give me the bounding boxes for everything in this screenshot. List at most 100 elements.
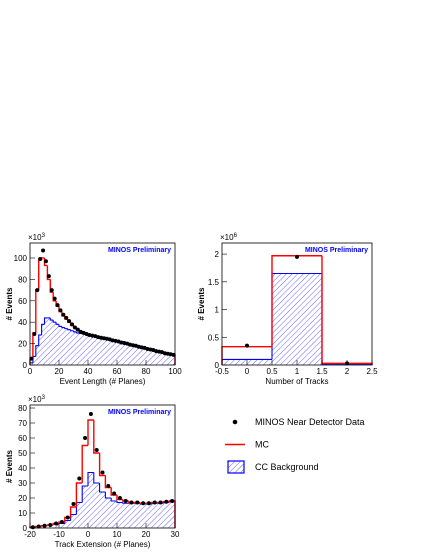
background-bar <box>140 347 144 365</box>
y-tick-label: 50 <box>18 449 27 458</box>
data-point <box>35 288 40 293</box>
x-tick-label: -20 <box>24 530 36 539</box>
background-step <box>43 317 48 325</box>
background-step <box>116 501 123 504</box>
background-step <box>99 483 106 493</box>
background-bar <box>151 503 158 528</box>
background-bar <box>140 504 146 528</box>
data-point <box>170 499 175 503</box>
y-tick-label: 70 <box>18 419 27 428</box>
y-tick-label: 60 <box>18 297 27 306</box>
background-bar <box>105 498 112 528</box>
y-tick-label: 60 <box>18 434 27 443</box>
background-step <box>55 322 59 325</box>
background-bar <box>105 339 109 365</box>
data-point <box>123 499 128 503</box>
y-tick-label: 2 <box>215 250 220 259</box>
data-point <box>38 257 43 262</box>
legend-label: MC <box>255 440 269 450</box>
background-bar <box>76 502 83 528</box>
background-bar <box>163 502 170 528</box>
background-step <box>81 485 88 503</box>
data-point <box>49 288 54 293</box>
background-bar <box>131 345 135 365</box>
legend-marker <box>232 419 238 425</box>
data-point <box>67 319 72 324</box>
background-bar <box>85 334 88 365</box>
background-step <box>70 329 74 332</box>
data-point <box>43 259 48 264</box>
x-tick-label: 60 <box>113 367 122 376</box>
plot-frame <box>29 404 176 529</box>
background-bar <box>169 354 173 365</box>
y-tick-label: 1.5 <box>208 278 220 287</box>
y-tick-label: 10 <box>18 509 27 518</box>
y-multiplier: ×106 <box>220 233 238 242</box>
background-bar <box>76 332 80 365</box>
mc-step <box>52 292 57 302</box>
background-bar <box>64 328 68 365</box>
x-tick-label: 2 <box>345 367 350 376</box>
background-step <box>67 328 71 331</box>
background-bar <box>53 322 57 365</box>
background-bar <box>148 350 152 365</box>
background-bar <box>137 347 141 365</box>
data-point <box>117 496 122 500</box>
legend-label: MINOS Near Detector Data <box>255 417 365 427</box>
background-bar <box>56 324 59 365</box>
background-bar <box>99 492 106 528</box>
background-bar <box>59 326 62 365</box>
background-step <box>64 327 68 330</box>
multiplier-base: ×10 <box>28 233 42 242</box>
y-axis-label: # Events <box>197 287 206 320</box>
background-bar <box>134 503 141 528</box>
x-tick-label: 0.5 <box>266 367 278 376</box>
y-tick-label: 40 <box>18 318 27 327</box>
x-tick-label: 30 <box>171 530 180 539</box>
mc-step <box>98 453 106 477</box>
background-bar <box>117 502 123 528</box>
background-step <box>61 326 65 329</box>
x-tick-label: 0 <box>28 367 33 376</box>
annotation: MINOS Preliminary <box>108 247 171 254</box>
background-bar <box>134 346 138 365</box>
background-bar <box>151 350 155 365</box>
y-tick-label: 100 <box>14 254 28 263</box>
background-step <box>41 323 45 336</box>
background-bar <box>157 352 161 365</box>
background-step <box>49 317 54 321</box>
y-tick-label: 40 <box>18 464 27 473</box>
multiplier-exponent: 3 <box>42 395 46 401</box>
x-tick-label: 40 <box>84 367 93 376</box>
background-step <box>72 330 77 333</box>
background-step <box>38 334 42 346</box>
background-bar <box>73 331 77 365</box>
y-tick-label: 0.5 <box>208 333 220 342</box>
background-bar <box>122 343 126 365</box>
y-axis-label: # Events <box>5 287 14 320</box>
x-axis-label: Number of Tracks <box>265 377 328 386</box>
y-tick-label: 30 <box>18 479 27 488</box>
mc-step <box>87 419 94 446</box>
data-point <box>135 500 140 505</box>
y-tick-label: 20 <box>18 494 27 503</box>
y-multiplier: ×103 <box>28 395 46 404</box>
x-tick-label: 20 <box>142 530 151 539</box>
mc-step <box>69 506 77 518</box>
data-point <box>245 343 249 348</box>
y-tick-label: 20 <box>18 340 27 349</box>
x-axis-label: Track Extension (# Planes) <box>55 540 151 549</box>
data-point <box>41 248 46 253</box>
background-bar <box>96 337 100 365</box>
mc-step <box>46 265 51 281</box>
mc-step <box>75 482 83 507</box>
background-step <box>75 331 80 334</box>
x-tick-label: -10 <box>53 530 65 539</box>
mc-step <box>271 255 322 347</box>
y-tick-label: 0 <box>23 361 28 370</box>
legend-marker <box>227 460 245 474</box>
background-bar <box>70 330 74 365</box>
data-point <box>61 312 66 317</box>
